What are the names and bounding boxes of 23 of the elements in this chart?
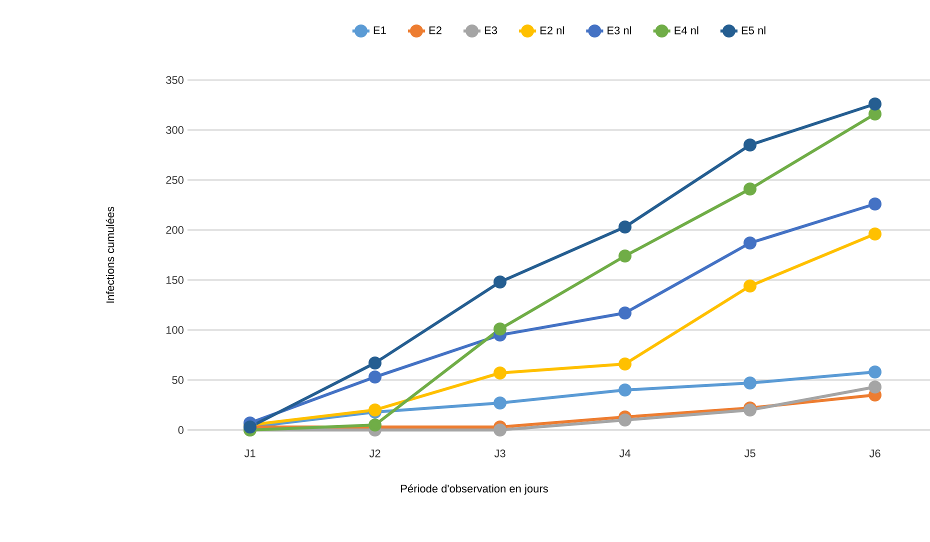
y-tick-label: 50 bbox=[172, 376, 184, 384]
legend-label: E2 nl bbox=[540, 26, 564, 34]
x-tick-label: J5 bbox=[744, 450, 756, 458]
x-tick-label: J6 bbox=[869, 450, 880, 458]
y-tick-label: 100 bbox=[166, 326, 184, 334]
y-tick-label: 200 bbox=[166, 226, 184, 234]
legend-label: E2 bbox=[429, 26, 442, 34]
legend-label: E4 nl bbox=[674, 26, 698, 34]
x-tick-label: J2 bbox=[369, 450, 380, 458]
legend-label: E3 nl bbox=[608, 26, 632, 34]
x-tick-label: J4 bbox=[619, 450, 630, 458]
y-tick-label: 250 bbox=[166, 176, 184, 184]
legend-label: E5 nl bbox=[742, 26, 766, 34]
x-tick-label: J3 bbox=[494, 450, 506, 458]
x-tick-label: J1 bbox=[244, 450, 256, 458]
legend-label: E1 bbox=[374, 26, 386, 34]
y-tick-label: 300 bbox=[166, 126, 184, 134]
x-axis-title: Période d'observation en jours bbox=[401, 484, 548, 495]
y-tick-label: 350 bbox=[166, 76, 184, 84]
y-tick-label: 0 bbox=[178, 426, 184, 434]
y-axis-title: Infections cumulées bbox=[106, 206, 114, 303]
legend-label: E3 bbox=[484, 26, 498, 34]
y-tick-label: 150 bbox=[166, 276, 184, 284]
